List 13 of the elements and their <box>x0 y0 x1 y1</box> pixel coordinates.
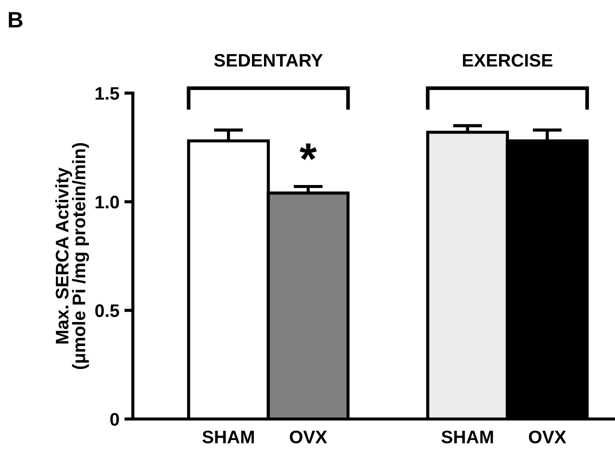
y-tick-label: 0 <box>110 412 119 426</box>
annotation: * <box>300 143 317 160</box>
text: SEDENTARY <box>214 54 323 67</box>
text: EXERCISE <box>462 54 552 67</box>
x-tick-label: OVX <box>528 430 566 444</box>
text: B <box>8 12 22 28</box>
y-tick-label: 1.0 <box>96 196 119 208</box>
x-tick-label: SHAM <box>442 430 493 444</box>
x-tick-label: OVX <box>290 430 328 444</box>
x-tick-label: SHAM <box>202 430 254 444</box>
y-tick-label: 1.5 <box>96 87 120 100</box>
y-tick-label: 0.5 <box>95 304 120 318</box>
y-axis-title: Max. SERCA Activity (μmole Pi /mg protein/min) <box>55 143 89 370</box>
